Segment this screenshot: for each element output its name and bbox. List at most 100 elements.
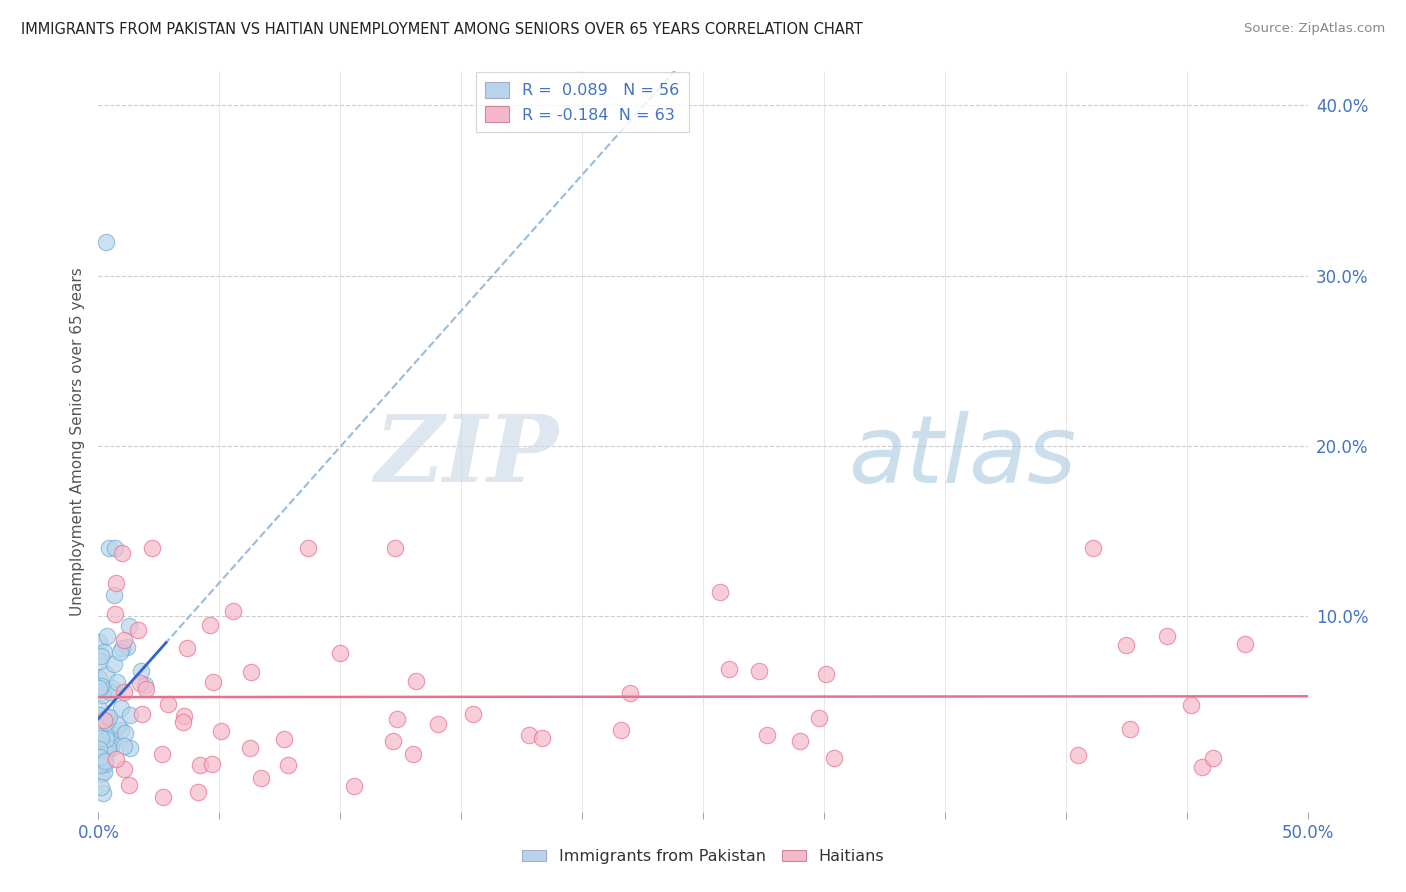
Point [107,718,129,732]
Point [104,607,127,621]
Point [173,709,195,723]
Point [709,585,731,599]
Point [96,710,118,724]
Point [112,762,135,776]
Point [141,541,163,555]
Point [427,716,450,731]
Point [94,666,117,681]
Point [118,778,141,792]
Point [89,750,111,764]
Point [517,728,540,742]
Point [277,757,299,772]
Point [117,640,139,655]
Point [100,740,122,755]
Point [100,685,122,699]
Point [112,633,135,648]
Point [273,731,295,746]
Point [98,726,121,740]
Point [461,706,484,721]
Point [530,731,553,745]
Point [1081,541,1104,555]
Point [1115,638,1137,652]
Point [619,686,641,700]
Point [112,685,135,699]
Point [89,681,111,696]
Point [110,640,132,655]
Point [89,649,111,664]
Text: ZIP: ZIP [374,411,558,501]
Point [101,734,124,748]
Point [90,679,112,693]
Point [93,713,115,727]
Point [97,740,120,755]
Point [789,733,811,747]
Point [96,732,118,747]
Point [120,708,142,723]
Point [209,723,232,738]
Point [94,235,117,249]
Y-axis label: Unemployment Among Seniors over 65 years: Unemployment Among Seniors over 65 years [70,268,86,615]
Point [100,681,122,695]
Text: Source: ZipAtlas.com: Source: ZipAtlas.com [1244,22,1385,36]
Point [87,635,110,649]
Point [129,664,152,678]
Point [98,710,121,724]
Point [96,629,118,643]
Point [1180,698,1202,712]
Point [103,588,125,602]
Point [717,662,740,676]
Point [94,755,117,769]
Point [93,764,115,779]
Point [1119,722,1142,736]
Point [93,786,115,800]
Point [387,712,409,726]
Point [1156,629,1178,643]
Point [748,664,770,678]
Point [110,700,132,714]
Point [176,641,198,656]
Point [1201,751,1223,765]
Point [87,707,110,722]
Point [128,676,150,690]
Point [89,654,111,668]
Point [94,757,117,772]
Point [343,780,366,794]
Point [384,541,406,555]
Point [187,785,209,799]
Point [188,758,211,772]
Point [1234,637,1257,651]
Point [118,618,141,632]
Point [823,751,845,765]
Point [240,665,263,680]
Point [104,541,127,555]
Point [150,747,173,761]
Point [201,756,224,771]
Point [104,752,127,766]
Text: atlas: atlas [848,411,1077,502]
Point [405,673,427,688]
Point [134,678,156,692]
Point [198,618,221,632]
Point [94,744,117,758]
Point [807,711,830,725]
Point [120,740,142,755]
Point [105,675,128,690]
Point [93,738,115,752]
Point [108,645,131,659]
Point [402,747,425,761]
Point [221,604,243,618]
Point [756,728,779,742]
Point [202,675,225,690]
Point [94,714,117,729]
Point [127,623,149,637]
Point [297,541,319,555]
Point [103,657,125,671]
Point [91,688,114,702]
Point [103,731,125,746]
Point [114,726,136,740]
Point [111,546,134,560]
Point [89,729,111,743]
Point [112,739,135,753]
Point [131,706,153,721]
Point [250,771,273,785]
